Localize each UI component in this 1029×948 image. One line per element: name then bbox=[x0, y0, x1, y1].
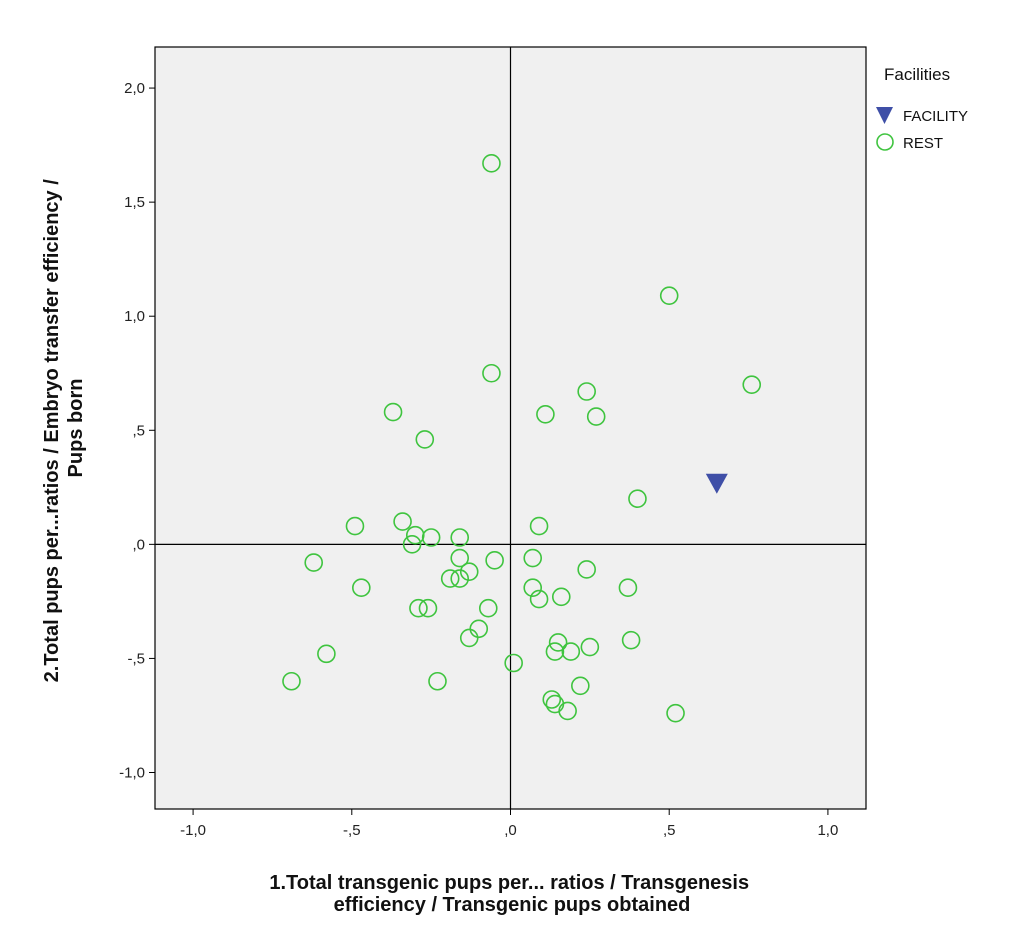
data-point-rest bbox=[482, 154, 501, 173]
legend-title: Facilities bbox=[884, 65, 950, 84]
x-tick-label: 1,0 bbox=[817, 822, 838, 839]
data-point-rest bbox=[450, 548, 470, 568]
y-axis-title: 2.Total pups per...ratios / Embryo trans… bbox=[41, 174, 87, 683]
data-point-rest bbox=[405, 525, 425, 545]
data-point-rest bbox=[409, 598, 428, 618]
data-point-rest bbox=[577, 382, 596, 401]
data-point-rest bbox=[450, 528, 470, 547]
reference-lines bbox=[155, 47, 866, 809]
data-point-rest bbox=[561, 642, 581, 661]
legend: Facilities FACILITY REST bbox=[876, 65, 968, 152]
data-point-rest bbox=[628, 489, 647, 509]
y-axis-ticks: -1,0 -,5 ,0 ,5 1,0 1,5 2,0 bbox=[119, 80, 155, 781]
data-points bbox=[282, 154, 762, 723]
data-point-rest bbox=[577, 560, 596, 579]
data-point-rest bbox=[482, 363, 501, 383]
data-point-facility bbox=[705, 473, 728, 494]
x-axis-title-line-2: efficiency / Transgenic pups obtained bbox=[334, 894, 691, 916]
data-point-rest bbox=[571, 676, 590, 696]
y-axis-title-line-1: 2.Total pups per...ratios / Embryo trans… bbox=[41, 179, 63, 683]
data-point-rest bbox=[529, 516, 549, 536]
data-point-rest bbox=[504, 653, 523, 673]
data-point-rest bbox=[586, 407, 606, 426]
y-tick-label: ,5 bbox=[132, 422, 145, 439]
y-tick-label: 1,5 bbox=[124, 194, 145, 211]
data-point-rest bbox=[542, 690, 562, 709]
data-point-rest bbox=[459, 562, 479, 582]
data-point-rest bbox=[529, 589, 549, 609]
y-tick-label: 2,0 bbox=[124, 80, 145, 97]
data-point-rest bbox=[618, 578, 638, 598]
x-axis-title-line-1: 1.Total transgenic pups per... ratios / … bbox=[269, 872, 749, 894]
data-point-rest bbox=[345, 516, 365, 536]
data-point-rest bbox=[418, 598, 438, 618]
y-tick-label: 1,0 bbox=[124, 308, 145, 325]
data-point-rest bbox=[383, 402, 403, 422]
y-tick-label: ,0 bbox=[132, 536, 145, 553]
data-point-rest bbox=[415, 430, 435, 449]
data-point-rest bbox=[548, 633, 568, 652]
data-point-rest bbox=[666, 703, 685, 723]
data-point-rest bbox=[282, 671, 301, 691]
y-axis-title-line-2: Pups born bbox=[65, 379, 87, 478]
data-point-rest bbox=[485, 551, 504, 570]
x-tick-label: -,5 bbox=[343, 822, 361, 839]
x-axis-ticks: -1,0 -,5 ,0 ,5 1,0 bbox=[180, 809, 838, 839]
data-point-rest bbox=[421, 528, 441, 547]
y-tick-label: -1,0 bbox=[119, 764, 145, 781]
y-tick-label: -,5 bbox=[127, 650, 145, 667]
data-point-rest bbox=[402, 535, 422, 554]
data-point-rest bbox=[304, 553, 324, 572]
legend-marker-facility bbox=[876, 107, 893, 124]
data-point-rest bbox=[478, 598, 498, 618]
data-point-rest bbox=[621, 630, 641, 650]
y-axis-title-group: 2.Total pups per...ratios / Embryo trans… bbox=[41, 174, 87, 683]
data-point-rest bbox=[536, 405, 555, 424]
data-point-rest bbox=[523, 578, 543, 598]
data-point-rest bbox=[317, 644, 336, 664]
data-point-rest bbox=[580, 637, 600, 657]
data-point-rest bbox=[523, 548, 543, 568]
data-point-rest bbox=[393, 512, 412, 531]
x-tick-label: -1,0 bbox=[180, 822, 206, 839]
legend-label-facility: FACILITY bbox=[903, 108, 968, 125]
x-tick-label: ,5 bbox=[663, 822, 676, 839]
legend-marker-rest bbox=[876, 133, 894, 151]
data-point-rest bbox=[450, 569, 470, 588]
data-point-rest bbox=[742, 375, 762, 394]
data-point-rest bbox=[558, 701, 577, 721]
data-point-rest bbox=[428, 671, 447, 691]
x-tick-label: ,0 bbox=[504, 822, 517, 839]
data-point-rest bbox=[459, 628, 479, 648]
data-point-rest bbox=[659, 286, 679, 305]
legend-label-rest: REST bbox=[903, 135, 943, 152]
data-point-rest bbox=[551, 587, 571, 607]
data-point-rest bbox=[440, 569, 460, 588]
data-point-rest bbox=[352, 578, 371, 598]
data-point-rest bbox=[545, 642, 565, 661]
x-axis-title: 1.Total transgenic pups per... ratios / … bbox=[269, 872, 754, 916]
